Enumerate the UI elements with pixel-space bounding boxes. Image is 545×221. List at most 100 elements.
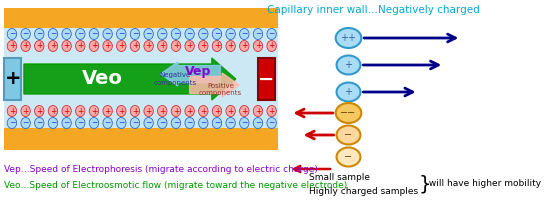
Text: −: −	[50, 29, 56, 38]
Text: −: −	[9, 29, 15, 38]
Text: −: −	[50, 118, 56, 128]
Text: −: −	[344, 152, 353, 162]
Circle shape	[21, 40, 31, 51]
Text: −: −	[118, 118, 124, 128]
Text: −: −	[344, 130, 353, 140]
Circle shape	[267, 105, 276, 116]
Text: +: +	[132, 42, 138, 51]
Text: −: −	[200, 29, 207, 38]
Circle shape	[21, 105, 31, 116]
Text: −: −	[269, 118, 275, 128]
Circle shape	[212, 29, 222, 40]
Text: Vep…Speed of Electrophoresis (migrate according to electric charge): Vep…Speed of Electrophoresis (migrate ac…	[4, 164, 318, 173]
FancyArrow shape	[161, 62, 220, 86]
Circle shape	[49, 105, 58, 116]
Text: −: −	[227, 118, 234, 128]
Circle shape	[7, 29, 17, 40]
Text: +: +	[255, 107, 261, 116]
Circle shape	[76, 118, 85, 128]
Text: +: +	[91, 42, 97, 51]
Circle shape	[103, 29, 112, 40]
Circle shape	[117, 105, 126, 116]
Circle shape	[226, 40, 235, 51]
Text: −: −	[255, 118, 261, 128]
Text: +: +	[227, 107, 234, 116]
Text: −: −	[146, 118, 152, 128]
Circle shape	[212, 40, 222, 51]
Circle shape	[62, 118, 71, 128]
Text: Highly charged samples: Highly charged samples	[309, 187, 419, 196]
Circle shape	[21, 29, 31, 40]
Text: −: −	[63, 118, 70, 128]
Text: +: +	[36, 107, 43, 116]
Text: −: −	[9, 118, 15, 128]
Text: +: +	[22, 107, 29, 116]
Circle shape	[89, 40, 99, 51]
Circle shape	[171, 118, 180, 128]
Circle shape	[34, 29, 44, 40]
Text: −: −	[36, 29, 43, 38]
Text: −: −	[186, 29, 193, 38]
Text: +: +	[269, 42, 275, 51]
Text: +: +	[63, 42, 70, 51]
Circle shape	[76, 29, 85, 40]
Text: −: −	[214, 29, 220, 38]
Circle shape	[7, 105, 17, 116]
Circle shape	[158, 29, 167, 40]
Circle shape	[144, 29, 153, 40]
Circle shape	[130, 105, 140, 116]
Circle shape	[76, 105, 85, 116]
Ellipse shape	[336, 103, 361, 123]
Text: Positive
components: Positive components	[199, 82, 242, 95]
Text: −: −	[132, 29, 138, 38]
Text: +: +	[9, 42, 15, 51]
Circle shape	[103, 40, 112, 51]
Text: −: −	[105, 118, 111, 128]
Text: −: −	[91, 118, 97, 128]
Circle shape	[62, 29, 71, 40]
Text: −: −	[258, 69, 275, 88]
Circle shape	[171, 29, 180, 40]
Text: +: +	[50, 42, 56, 51]
Text: −: −	[91, 29, 97, 38]
Circle shape	[253, 40, 263, 51]
Text: Veo: Veo	[82, 69, 123, 88]
Circle shape	[253, 29, 263, 40]
Text: +: +	[22, 42, 29, 51]
Circle shape	[226, 105, 235, 116]
Text: +: +	[63, 107, 70, 116]
Circle shape	[130, 118, 140, 128]
Circle shape	[171, 105, 180, 116]
Text: }: }	[419, 175, 431, 194]
Text: −: −	[22, 118, 29, 128]
Circle shape	[267, 118, 276, 128]
Text: Small sample: Small sample	[309, 173, 370, 183]
Circle shape	[198, 105, 208, 116]
Text: +: +	[255, 42, 261, 51]
Circle shape	[21, 118, 31, 128]
Text: +: +	[269, 107, 275, 116]
Text: −: −	[22, 29, 29, 38]
Text: −: −	[227, 29, 234, 38]
Text: +: +	[227, 42, 234, 51]
Circle shape	[49, 29, 58, 40]
Ellipse shape	[337, 55, 360, 74]
Text: Veo…Speed of Electroosmotic flow (migrate toward the negative electrode): Veo…Speed of Electroosmotic flow (migrat…	[4, 181, 348, 189]
Text: Capillary inner wall…Negatively charged: Capillary inner wall…Negatively charged	[267, 5, 480, 15]
Circle shape	[7, 118, 17, 128]
Circle shape	[76, 40, 85, 51]
Circle shape	[267, 29, 276, 40]
Circle shape	[185, 118, 195, 128]
Text: +: +	[91, 107, 97, 116]
Text: +: +	[146, 42, 152, 51]
Circle shape	[185, 105, 195, 116]
Ellipse shape	[337, 82, 360, 101]
Circle shape	[158, 40, 167, 51]
Circle shape	[89, 105, 99, 116]
Text: −: −	[105, 29, 111, 38]
Text: −: −	[159, 29, 166, 38]
Circle shape	[89, 29, 99, 40]
Bar	[258, 58, 275, 100]
Circle shape	[62, 40, 71, 51]
Text: +: +	[77, 42, 83, 51]
